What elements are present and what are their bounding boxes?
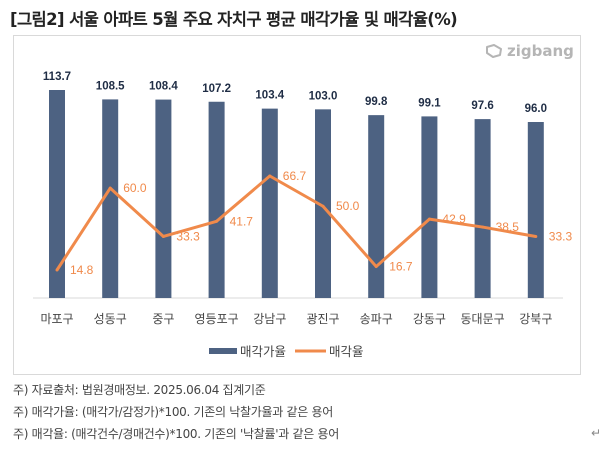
logo-text: zigbang	[507, 42, 574, 60]
legend-bar-swatch	[209, 348, 237, 354]
zigbang-logo: zigbang	[485, 42, 574, 60]
line-value-label: 41.7	[230, 214, 254, 228]
line-point-6	[321, 204, 325, 208]
bar-value-label: 96.0	[525, 103, 547, 115]
bar-8	[421, 116, 438, 298]
line-point-10	[534, 234, 538, 238]
line-value-label: 16.7	[389, 260, 413, 274]
bar-value-label: 99.8	[365, 96, 388, 108]
bar-10	[527, 122, 544, 298]
bar-1	[49, 90, 65, 298]
bar-value-label: 103.4	[255, 90, 284, 102]
line-value-label: 38.5	[496, 220, 520, 234]
x-tick-label: 송파구	[360, 312, 393, 326]
legend-label-price-rate: 매각가율	[240, 344, 286, 359]
x-tick-label: 중구	[152, 312, 174, 326]
x-tick-label: 광진구	[306, 312, 339, 326]
line-value-label: 14.8	[70, 263, 94, 277]
footnote-price-rate: 주) 매각가율: (매각가/감정가)*100. 기존의 낙찰가율과 같은 용어	[13, 405, 333, 419]
line-point-7	[374, 265, 378, 269]
bar-5	[261, 108, 278, 299]
sale-rate-line	[55, 174, 537, 271]
bar-value-label: 103.0	[309, 90, 338, 102]
x-tick-label: 강남구	[253, 312, 286, 326]
bar-2	[102, 99, 119, 299]
line-point-4	[215, 219, 219, 223]
line-value-label: 50.0	[336, 199, 360, 213]
bar-value-label: 108.5	[96, 80, 125, 92]
bar-value-label: 99.1	[418, 97, 441, 109]
bar-4	[208, 101, 225, 299]
bar-value-label: 97.6	[471, 100, 493, 112]
line-value-label: 60.0	[123, 181, 147, 195]
footnote-sale-rate: 주) 매각율: (매각건수/경매건수)*100. 기존의 '낙찰률'과 같은 용…	[13, 427, 339, 441]
footnote-source: 주) 자료출처: 법원경매정보. 2025.06.04 집계기준	[13, 383, 266, 397]
line-point-3	[161, 234, 165, 238]
line-value-label: 66.7	[283, 169, 307, 183]
chart-frame	[13, 35, 581, 375]
footnotes: 주) 자료출처: 법원경매정보. 2025.06.04 집계기준 주) 매각가율…	[13, 379, 339, 445]
line-point-8	[427, 217, 431, 221]
paragraph-return-mark: ↵	[591, 426, 602, 440]
legend-label-sale-rate: 매각율	[329, 344, 364, 359]
bar-value-label: 107.2	[202, 83, 231, 95]
bar-9	[474, 119, 491, 298]
line-point-1	[55, 268, 59, 272]
bar-3	[155, 99, 172, 298]
line-point-5	[268, 174, 272, 178]
bar-value-label: 113.7	[43, 71, 71, 83]
x-tick-label: 강동구	[413, 312, 446, 326]
bar-7	[368, 115, 385, 298]
x-tick-label: 영등포구	[195, 312, 239, 326]
line-point-9	[481, 225, 485, 229]
figure-title: [그림2] 서울 아파트 5월 주요 자치구 평균 매각가율 및 매각율(%)	[10, 10, 458, 29]
x-tick-label: 성동구	[94, 312, 127, 326]
bar-value-label: 108.4	[149, 81, 178, 93]
x-tick-label: 강북구	[519, 312, 552, 326]
bar-6	[315, 109, 331, 298]
x-tick-label: 마포구	[40, 312, 73, 326]
line-value-label: 42.9	[442, 212, 466, 226]
line-point-2	[108, 186, 112, 190]
combo-chart: 113.7 마포구 108.5 성동구 108.4 중구 107.2 영등포구 103.4 강남구…	[33, 71, 573, 359]
x-tick-label: 동대문구	[461, 312, 505, 326]
line-value-label: 33.3	[549, 229, 573, 243]
line-value-label: 33.3	[176, 229, 200, 243]
zigbang-logo-icon	[486, 44, 502, 58]
